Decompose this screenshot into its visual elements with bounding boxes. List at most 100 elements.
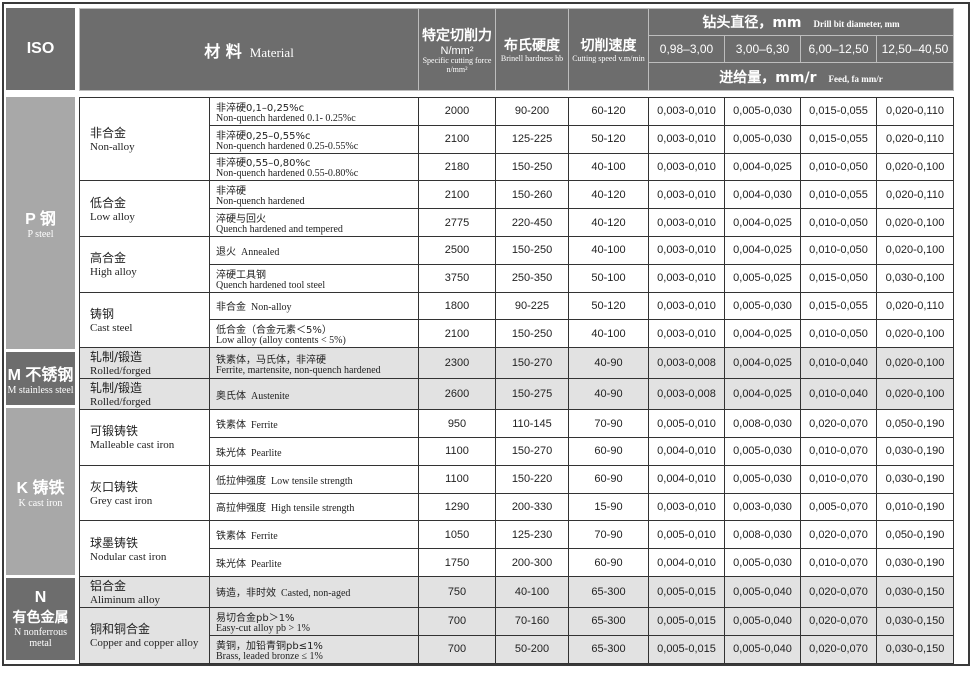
diameter-range: 12,50–40,50 (876, 35, 954, 63)
condition-en: Ferrite (251, 420, 278, 432)
material-condition: 奥氏体 Austenite (209, 378, 419, 411)
table-row: 非淬硬0,25–0,55%c Non-quench hardened 0.25-0… (80, 124, 954, 154)
condition-zh: 铁素体 (216, 531, 246, 543)
feed-value: 0,020-0,100 (876, 378, 954, 411)
material-condition: 易切合金pb＞1% Easy-cut alloy pb > 1% (209, 606, 419, 636)
table-row: 铸钢 Cast steel 非合金 Non-alloy 1800 90-225 50-12… (79, 291, 954, 349)
material-condition: 高拉伸强度 High tensile strength (209, 492, 419, 522)
table-row: 淬硬与回火 Quench hardened and tempered 2775 220… (80, 208, 954, 237)
cutting-force: 2500 (418, 235, 496, 265)
cutting-speed: 60-90 (568, 436, 649, 466)
feed-header: 进给量，mm/r Feed, fa mm/r (648, 62, 954, 91)
brinell-hardness: 150-250 (495, 235, 569, 265)
material-condition: 黄铜，加铅青铜pb≤1% Brass, leaded bronze ≤ 1% (209, 634, 419, 664)
brinell-header: 布氏硬度 Brinell hardness hb (495, 8, 569, 91)
material-group-en: Low alloy (90, 210, 135, 223)
feed-value: 0,003-0,010 (648, 208, 725, 237)
cutting-speed: 60-90 (568, 548, 649, 577)
table-row: 轧制/锻造 Rolled/forged 奥氏体 Austenite 2600 150-2… (79, 378, 954, 411)
brinell-hardness: 125-225 (495, 124, 569, 154)
cutting-speed: 65-300 (568, 606, 649, 636)
feed-value: 0,010-0,070 (800, 464, 877, 494)
condition-zh: 珠光体 (216, 559, 246, 571)
brinell-hardness: 200-300 (495, 548, 569, 577)
condition-en: Casted, non-aged (281, 588, 351, 600)
cutting-force: 2300 (418, 347, 496, 380)
material-group-en: Nodular cast iron (90, 550, 167, 563)
material-group-en: Cast steel (90, 321, 133, 334)
feed-value: 0,004-0,025 (724, 378, 801, 411)
iso-group-1: M 不锈钢 M stainless steel (6, 351, 75, 406)
material-condition: 非淬硬0,55–0,80%c Non-quench hardened 0.55-0… (209, 152, 419, 182)
feed-value: 0,004-0,010 (648, 436, 725, 466)
material-group-en: Malleable cast iron (90, 439, 175, 452)
condition-en: Quench hardened tool steel (216, 279, 326, 291)
cutting-speed: 40-90 (568, 347, 649, 380)
cutting-speed: 15-90 (568, 492, 649, 522)
material-condition: 铸造，非时效 Casted, non-aged (209, 575, 419, 608)
material-condition: 低合金（合金元素＜5%） Low alloy (alloy contents < … (209, 319, 419, 349)
brinell-hardness: 125-230 (495, 520, 569, 550)
feed-value: 0,020-0,100 (876, 347, 954, 380)
condition-en: Austenite (251, 390, 290, 402)
condition-zh: 低拉伸强度 (216, 475, 266, 487)
condition-en: Quench hardened and tempered (216, 224, 343, 236)
feed-value: 0,003-0,010 (648, 180, 725, 210)
feed-value: 0,005-0,070 (800, 492, 877, 522)
cutting-speed: 50-120 (568, 291, 649, 321)
material-group: 高合金 High alloy (79, 235, 210, 293)
table-row: 珠光体 Pearlite 1750 200-300 60-90 0,004-0,010 0… (80, 548, 954, 577)
cutting-speed: 70-90 (568, 520, 649, 550)
condition-en: Non-alloy (251, 302, 292, 314)
table-row: 珠光体 Pearlite 1100 150-270 60-90 0,004-0,010 0… (80, 436, 954, 466)
iso-code: P 钢 (25, 211, 56, 229)
feed-value: 0,003-0,010 (648, 319, 725, 349)
feed-value: 0,020-0,110 (876, 97, 954, 126)
cutting-force: 1800 (418, 291, 496, 321)
feed-value: 0,020-0,070 (800, 575, 877, 608)
condition-en: Low alloy (alloy contents < 5%) (216, 335, 346, 347)
feed-value: 0,020-0,070 (800, 606, 877, 636)
condition-zh: 铁素体 (216, 420, 246, 432)
cutting-speed: 50-120 (568, 124, 649, 154)
feed-value: 0,005-0,015 (648, 575, 725, 608)
feed-value: 0,010-0,050 (800, 152, 877, 182)
material-group: 铜和铜合金 Copper and copper alloy (79, 606, 210, 664)
material-group-zh: 铜和铜合金 (90, 622, 151, 637)
feed-value: 0,003-0,010 (648, 291, 725, 321)
feed-value: 0,030-0,190 (876, 436, 954, 466)
iso-subtitle: K cast iron (18, 498, 63, 510)
feed-value: 0,003-0,010 (648, 263, 725, 293)
feed-value: 0,008-0,030 (724, 409, 801, 438)
iso-code-zh: 有色金属 (12, 609, 69, 626)
feed-value: 0,020-0,070 (800, 409, 877, 438)
brinell-hardness: 70-160 (495, 606, 569, 636)
condition-zh: 铸造，非时效 (216, 588, 276, 600)
feed-value: 0,003-0,010 (648, 492, 725, 522)
feed-value: 0,003-0,010 (648, 97, 725, 126)
material-group-en: Grey cast iron (90, 495, 153, 508)
material-condition: 非合金 Non-alloy (209, 291, 419, 321)
brinell-hardness: 90-225 (495, 291, 569, 321)
feed-value: 0,005-0,010 (648, 520, 725, 550)
cutting-force: 2100 (418, 319, 496, 349)
material-group-zh: 可锻铸铁 (90, 424, 139, 439)
diameter-range: 6,00–12,50 (800, 35, 877, 63)
condition-en: Non-quench hardened 0.1- 0.25%c (216, 112, 356, 124)
cutting-force: 700 (418, 634, 496, 664)
material-condition: 退火 Annealed (209, 235, 419, 265)
material-group-en: Non-alloy (90, 141, 135, 154)
condition-en: Non-quench hardened 0.25-0.55%c (216, 140, 359, 152)
cutting-force: 2775 (418, 208, 496, 237)
feed-value: 0,010-0,050 (800, 208, 877, 237)
drill-diameter-header: 钻头直径，mm Drill bit diameter, mm (648, 8, 954, 36)
feed-value: 0,005-0,015 (648, 606, 725, 636)
diameter-range: 3,00–6,30 (724, 35, 801, 63)
condition-zh: 铁素体，马氏体，非淬硬 (216, 354, 326, 366)
feed-value: 0,003-0,010 (648, 235, 725, 265)
condition-zh: 非合金 (216, 302, 246, 314)
material-group: 低合金 Low alloy (79, 180, 210, 237)
condition-zh: 淬硬与回火 (216, 214, 266, 226)
cutting-speed: 40-100 (568, 319, 649, 349)
